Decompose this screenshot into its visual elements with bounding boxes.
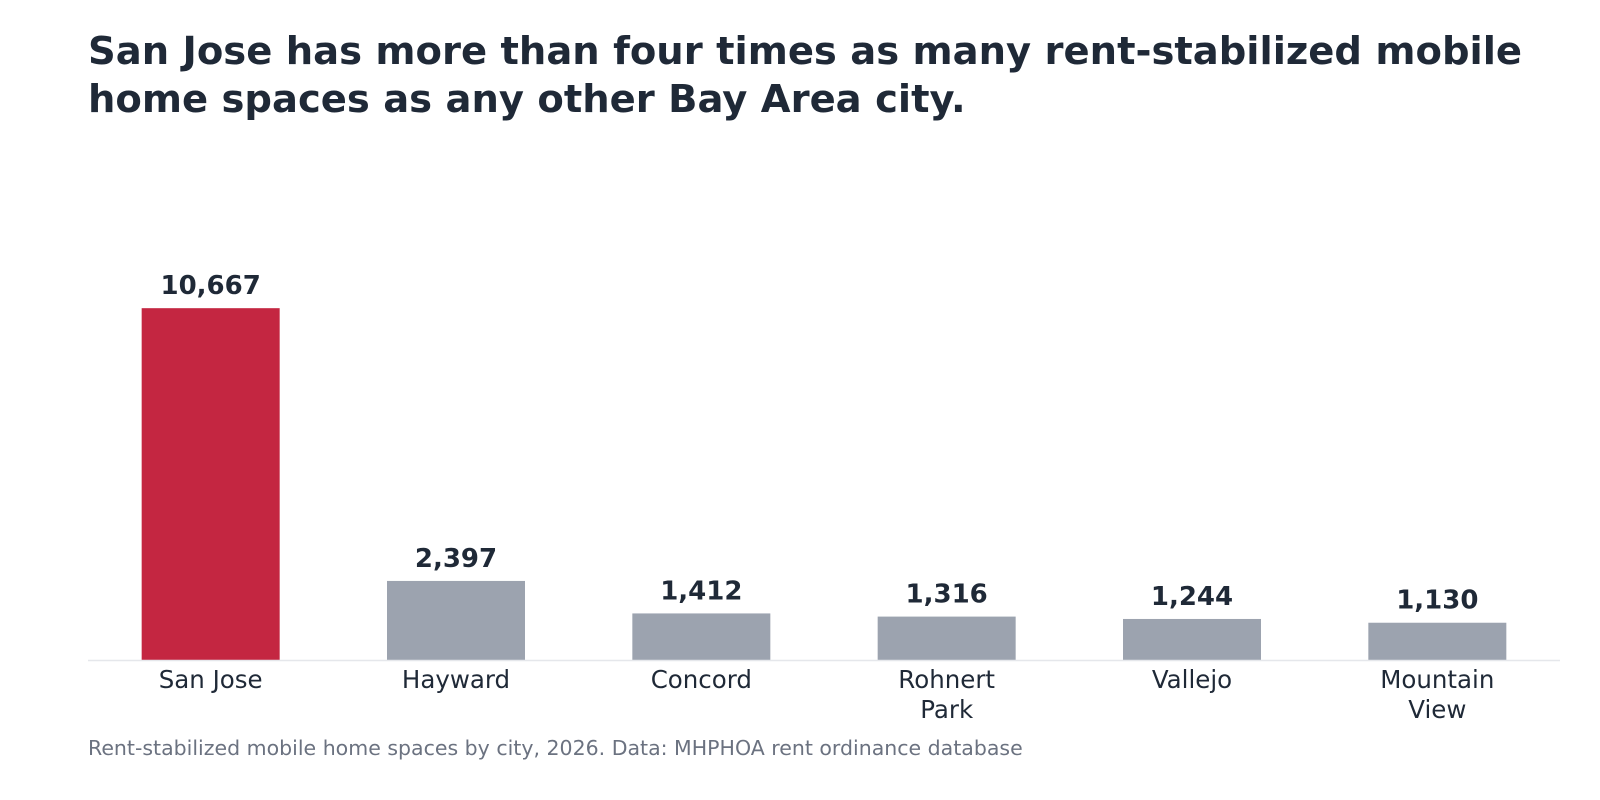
bar-3 (877, 616, 1016, 660)
data-label-5: 1,130 (1396, 586, 1478, 616)
category-label-3-line-0: Rohnert (898, 665, 995, 694)
bar-4 (1123, 618, 1261, 660)
category-label-0: San Jose (159, 665, 263, 694)
bar-0 (141, 308, 280, 660)
data-label-4: 1,244 (1151, 582, 1233, 612)
bar-2 (632, 613, 771, 660)
data-label-2: 1,412 (660, 576, 742, 606)
bar-5 (1368, 622, 1507, 660)
category-label-5-line-0: Mountain (1380, 665, 1494, 694)
category-label-4: Vallejo (1152, 665, 1232, 694)
data-label-3: 1,316 (906, 580, 988, 610)
chart-title: San Jose has more than four times as man… (88, 29, 1523, 122)
category-label-1: Hayward (402, 665, 510, 694)
chart-caption: Rent-stabilized mobile home spaces by ci… (88, 736, 1023, 760)
data-label-0: 10,667 (160, 271, 260, 301)
category-label-2: Concord (651, 665, 752, 694)
category-label-3-line-1: Park (920, 695, 974, 724)
category-label-5-line-1: View (1408, 695, 1466, 724)
bar-chart: 10,667 San Jose 2,397 Hayward 1,412 Concord 1,… (88, 271, 1560, 724)
data-label-1: 2,397 (415, 544, 497, 574)
bar-1 (387, 580, 525, 660)
